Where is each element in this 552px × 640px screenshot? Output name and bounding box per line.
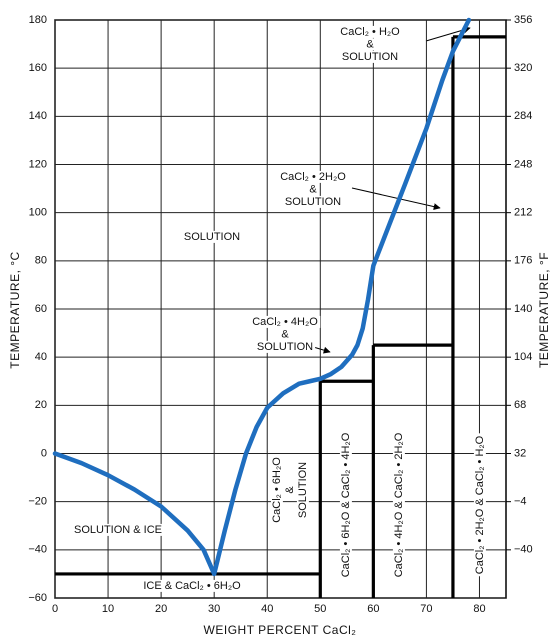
annotation: &	[366, 38, 374, 50]
annotation: CaCl₂ • 4H₂O	[252, 316, 318, 328]
annotation: CaCl₂ • 4H₂O & CaCl₂ • 2H₂O	[393, 432, 405, 577]
annotation: CaCl₂ • 2H₂O & CaCl₂ • H₂O	[474, 435, 486, 574]
annotation: CaCl₂ • H₂O	[340, 26, 400, 38]
annotation-bg	[254, 340, 316, 353]
annotation: &	[309, 183, 317, 195]
annotation-bg	[339, 50, 401, 63]
y-tick-label: 20	[35, 399, 47, 411]
y2-tick-label: −4	[514, 496, 527, 508]
x-tick-label: 50	[314, 603, 326, 615]
x-tick-label: 20	[155, 603, 167, 615]
x-tick-label: 80	[473, 603, 485, 615]
y2-tick-label: 68	[514, 399, 526, 411]
annotation-bg	[283, 483, 296, 496]
y2-tick-label: 356	[514, 14, 532, 26]
annotation: SOLUTION	[342, 51, 398, 63]
y-tick-label: 100	[29, 207, 47, 219]
annotation-bg	[181, 230, 243, 243]
annotation-bg	[270, 454, 283, 525]
annotation-bg	[282, 195, 344, 208]
annotation-bg	[279, 328, 292, 341]
y-tick-label: 180	[29, 14, 47, 26]
y2-tick-label: −40	[514, 544, 533, 556]
x-tick-label: 40	[261, 603, 273, 615]
annotation: &	[281, 328, 289, 340]
y-tick-label: −20	[28, 496, 47, 508]
arrow	[351, 187, 441, 211]
annotation: SOLUTION	[184, 231, 240, 243]
annotation: CaCl₂ • 6H₂O	[271, 457, 283, 523]
liquidus-curve	[52, 17, 472, 577]
x-axis-label: WEIGHT PERCENT CaCl₂	[204, 623, 357, 637]
y-tick-label: 80	[35, 255, 47, 267]
annotation-bg	[278, 170, 349, 183]
y-tick-label: 0	[41, 447, 47, 459]
y-tick-label: 160	[29, 62, 47, 74]
annotation: CaCl₂ • 6H₂O & CaCl₂ • 4H₂O	[340, 432, 352, 577]
annotation-bg	[364, 38, 377, 51]
annotation: CaCl₂ • 2H₂O	[280, 171, 346, 183]
annotation-bg	[250, 315, 321, 328]
x-tick-label: 10	[102, 603, 114, 615]
y2-tick-label: 176	[514, 255, 532, 267]
y2-tick-label: 320	[514, 62, 532, 74]
annotation-bg	[296, 459, 309, 521]
annotation: SOLUTION	[257, 341, 313, 353]
y-axis-label: TEMPERATURE, °C	[8, 251, 22, 368]
annotation-bg	[392, 430, 405, 580]
annotation: ICE & CaCl₂ • 6H₂O	[143, 580, 241, 592]
annotation: SOLUTION	[285, 196, 341, 208]
annotation-bg	[71, 523, 165, 536]
y-tick-label: 120	[29, 158, 47, 170]
y-tick-label: −40	[28, 544, 47, 556]
y-tick-label: 140	[29, 110, 47, 122]
y2-tick-label: 104	[514, 351, 532, 363]
annotation: SOLUTION	[297, 462, 309, 518]
y2-tick-label: 212	[514, 207, 532, 219]
y2-tick-label: 284	[514, 110, 532, 122]
y2-axis-label: TEMPERATURE, °F	[537, 252, 551, 368]
x-tick-label: 70	[420, 603, 432, 615]
y-tick-label: 60	[35, 303, 47, 315]
annotation-bg	[338, 25, 403, 38]
annotation-bg	[307, 183, 320, 196]
x-tick-label: 30	[208, 603, 220, 615]
y-tick-label: 40	[35, 351, 47, 363]
annotation: SOLUTION & ICE	[74, 524, 162, 536]
y2-tick-label: 32	[514, 447, 526, 459]
x-tick-label: 60	[367, 603, 379, 615]
y-tick-label: −60	[28, 592, 47, 604]
x-tick-label: 0	[52, 603, 58, 615]
annotation-bg	[473, 433, 486, 577]
y2-tick-label: 248	[514, 158, 532, 170]
y2-tick-label: 140	[514, 303, 532, 315]
annotation-bg	[141, 579, 244, 592]
annotation-bg	[339, 430, 352, 580]
annotation: &	[284, 486, 296, 494]
